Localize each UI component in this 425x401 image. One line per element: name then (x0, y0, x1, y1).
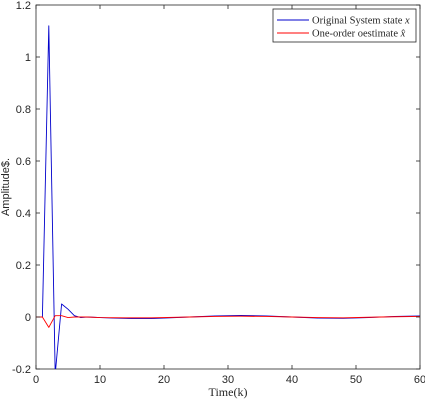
y-tick-label: 0.6 (16, 156, 31, 168)
series-layer (36, 25, 420, 369)
series-line-1 (36, 315, 420, 328)
legend-label-estimate: One-order oestimate x̂ (312, 29, 406, 40)
x-axis-ticks: 0 10 20 30 40 50 60 (33, 5, 425, 386)
y-tick-label: 1 (25, 52, 31, 64)
y-axis-ticks: -0.2 0 0.2 0.4 0.6 0.8 1 1.2 (12, 0, 420, 376)
legend-label-original: Original System state x (312, 16, 410, 27)
y-tick-label: 0.2 (16, 260, 31, 272)
legend: Original System state x One-order oestim… (272, 8, 417, 43)
x-tick-label: 10 (94, 374, 106, 386)
x-tick-label: 60 (414, 374, 425, 386)
plot-area (35, 4, 421, 370)
y-tick-label: 0 (25, 312, 31, 324)
y-axis-label: Amplitude$. (0, 158, 12, 216)
y-tick-label: -0.2 (12, 364, 31, 376)
y-tick-label: 1.2 (16, 0, 31, 12)
x-tick-label: 20 (158, 374, 170, 386)
x-tick-label: 0 (33, 374, 39, 386)
x-tick-label: 40 (286, 374, 298, 386)
x-tick-label: 30 (222, 374, 234, 386)
legend-box (272, 8, 417, 43)
y-tick-label: 0.4 (16, 208, 31, 220)
x-tick-label: 50 (350, 374, 362, 386)
y-tick-label: 0.8 (16, 104, 31, 116)
x-axis-label: Time(k) (209, 385, 248, 399)
